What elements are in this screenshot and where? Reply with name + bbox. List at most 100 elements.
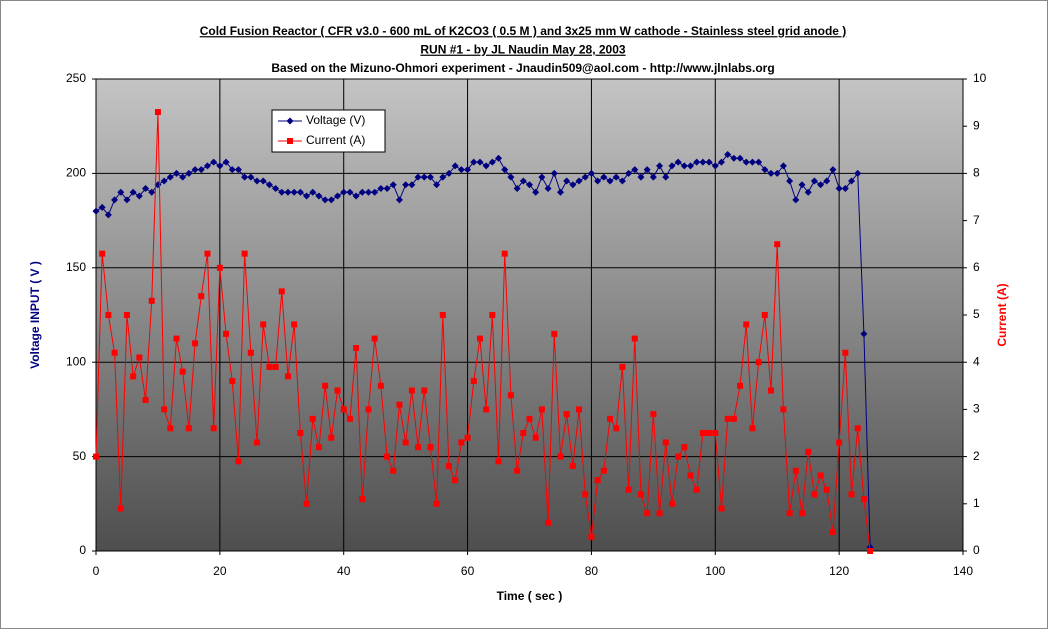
marker — [705, 158, 713, 166]
marker — [198, 293, 205, 300]
marker — [241, 173, 249, 181]
marker — [823, 486, 830, 493]
marker — [612, 173, 620, 181]
marker — [867, 548, 874, 554]
marker — [712, 430, 719, 436]
marker — [817, 181, 825, 189]
marker — [148, 297, 155, 304]
marker — [755, 158, 763, 166]
marker — [365, 406, 372, 413]
marker — [315, 192, 323, 200]
marker — [420, 173, 428, 181]
marker — [389, 181, 397, 189]
marker — [488, 158, 496, 166]
marker — [786, 510, 793, 517]
marker — [241, 250, 248, 257]
marker — [563, 177, 571, 185]
marker — [804, 188, 812, 196]
marker — [321, 196, 329, 204]
marker — [222, 158, 230, 166]
marker — [197, 166, 205, 174]
marker — [457, 166, 465, 174]
marker — [359, 496, 366, 503]
marker — [526, 181, 533, 189]
marker — [519, 177, 527, 185]
marker — [482, 162, 490, 170]
marker — [259, 177, 267, 185]
marker — [680, 162, 688, 170]
marker — [792, 467, 799, 474]
marker — [142, 396, 149, 403]
marker — [829, 529, 836, 536]
marker — [588, 533, 595, 540]
marker — [377, 185, 385, 193]
marker — [550, 169, 558, 177]
marker — [607, 415, 614, 422]
marker — [693, 158, 701, 166]
y2-tick-label: 0 — [973, 543, 980, 557]
marker — [464, 434, 471, 441]
marker — [371, 335, 378, 342]
y2-tick-label: 9 — [973, 118, 980, 132]
marker — [179, 173, 187, 181]
marker — [327, 196, 335, 204]
marker — [451, 162, 459, 170]
y2-tick-label: 6 — [973, 260, 980, 274]
marker — [260, 321, 267, 328]
y2-axis-label: Current (A) — [995, 283, 1009, 346]
chart-title: Cold Fusion Reactor ( CFR v3.0 - 600 mL … — [200, 24, 847, 38]
marker — [687, 162, 695, 170]
marker — [582, 491, 589, 498]
marker — [167, 425, 174, 432]
marker — [364, 188, 372, 196]
marker — [185, 169, 193, 177]
marker — [358, 188, 366, 196]
marker — [520, 430, 527, 436]
marker — [346, 188, 354, 196]
x-tick-label: 100 — [705, 564, 725, 578]
marker — [569, 181, 577, 189]
marker — [823, 177, 831, 185]
marker — [594, 477, 601, 484]
marker — [390, 467, 397, 474]
marker — [445, 463, 452, 470]
marker — [396, 401, 403, 408]
marker — [625, 486, 632, 493]
marker — [730, 415, 737, 422]
marker — [532, 434, 539, 441]
marker — [192, 340, 199, 347]
marker — [576, 406, 583, 413]
x-tick-label: 60 — [461, 564, 475, 578]
marker — [581, 173, 589, 181]
marker — [668, 500, 675, 507]
marker — [395, 196, 403, 204]
x-tick-label: 20 — [213, 564, 227, 578]
marker — [545, 519, 552, 526]
marker — [278, 288, 285, 295]
legend-label: Voltage (V) — [306, 113, 365, 127]
marker — [668, 162, 676, 170]
y-tick-label: 0 — [79, 543, 86, 557]
marker — [489, 312, 496, 318]
marker — [613, 425, 620, 432]
x-tick-label: 80 — [585, 564, 599, 578]
marker — [829, 166, 837, 174]
marker — [848, 491, 855, 498]
marker — [223, 330, 230, 337]
marker — [99, 250, 106, 257]
marker — [352, 192, 360, 200]
marker — [730, 154, 738, 162]
marker — [649, 173, 657, 181]
marker — [773, 169, 781, 177]
marker — [507, 173, 515, 181]
marker — [600, 467, 607, 474]
marker — [650, 411, 657, 418]
marker — [154, 109, 161, 116]
marker — [129, 188, 137, 196]
marker — [185, 425, 192, 432]
marker — [92, 207, 100, 215]
marker — [445, 169, 453, 177]
legend-label: Current (A) — [306, 133, 365, 147]
marker — [235, 458, 242, 465]
x-tick-label: 120 — [829, 564, 849, 578]
